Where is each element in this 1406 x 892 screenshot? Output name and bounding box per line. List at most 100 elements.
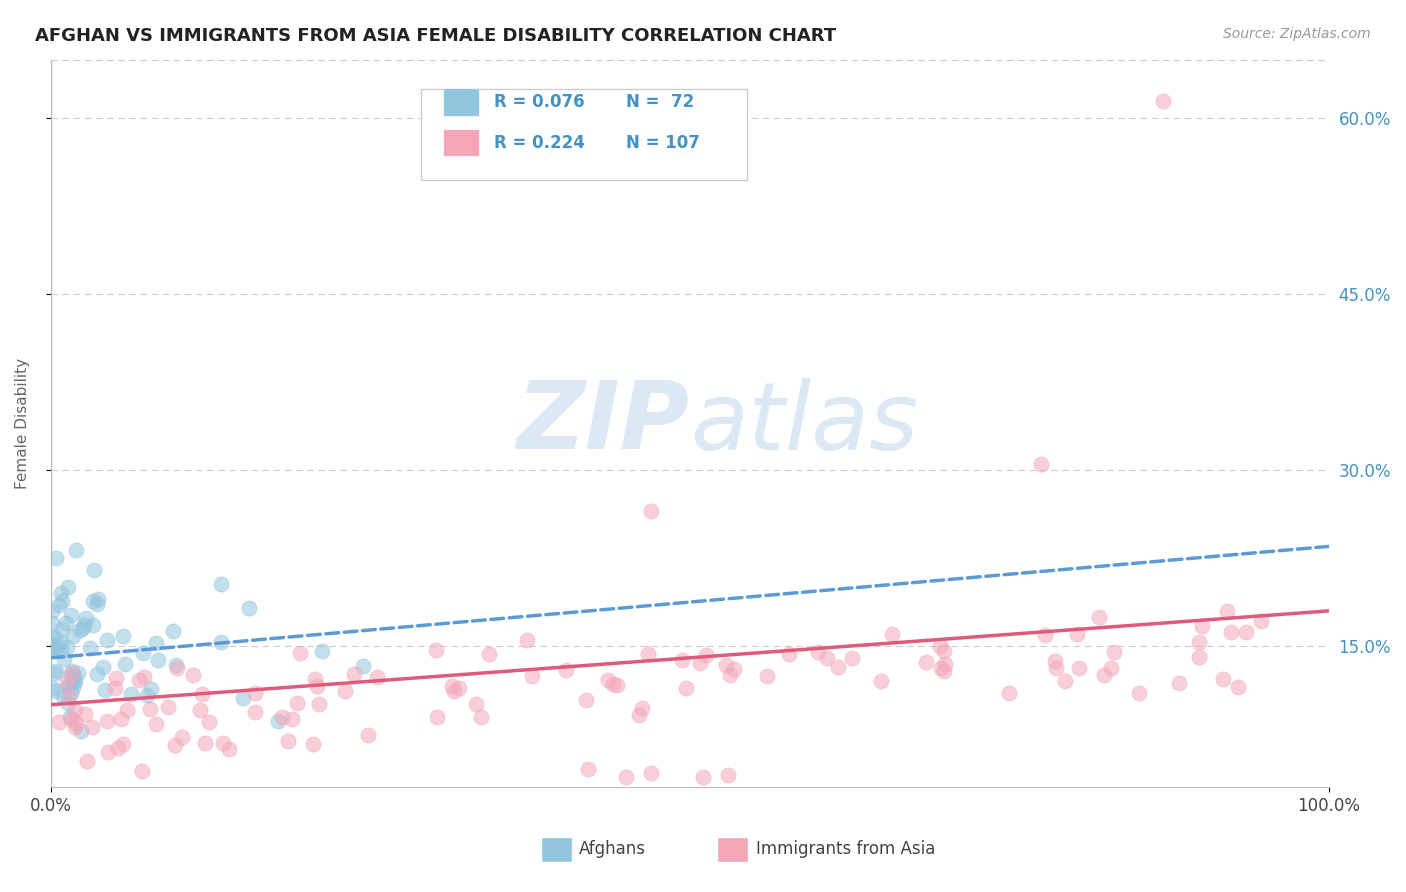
Point [45, 683, 67, 698]
Point [65, 720, 87, 734]
Point [277, 734, 299, 748]
Point [69, 724, 91, 739]
Point [311, 643, 333, 657]
Point [1104, 645, 1126, 659]
Point [470, 709, 492, 723]
Point [45, 551, 67, 566]
Point [1250, 614, 1272, 628]
Point [62, 629, 84, 643]
Point [79, 640, 101, 655]
Point [72, 618, 94, 632]
Point [191, 687, 214, 701]
Point [96, 632, 118, 647]
Point [172, 731, 194, 745]
Point [1226, 680, 1249, 694]
Point [63, 673, 86, 688]
Point [51, 643, 73, 657]
Point [41, 643, 63, 657]
Point [304, 672, 326, 686]
Point [48, 598, 70, 612]
Point [425, 643, 447, 657]
Point [194, 736, 217, 750]
Point [464, 697, 486, 711]
Point [1101, 661, 1123, 675]
Point [880, 626, 903, 640]
Point [232, 691, 254, 706]
Point [602, 677, 624, 691]
Point [41, 681, 63, 695]
Point [110, 712, 132, 726]
Point [426, 710, 449, 724]
Point [333, 684, 356, 698]
Point [1128, 686, 1150, 700]
Point [717, 768, 740, 782]
FancyBboxPatch shape [443, 88, 479, 116]
Text: R = 0.224: R = 0.224 [495, 134, 585, 152]
Point [63, 669, 86, 683]
Point [285, 697, 308, 711]
Point [96, 714, 118, 728]
Point [65, 543, 87, 558]
FancyBboxPatch shape [443, 128, 479, 156]
Point [870, 674, 893, 689]
Point [41, 638, 63, 652]
Point [59, 675, 82, 690]
Point [630, 701, 652, 715]
Point [1220, 624, 1243, 639]
Point [56, 674, 79, 689]
Point [135, 688, 157, 702]
Point [243, 686, 266, 700]
Point [120, 687, 142, 701]
Point [342, 666, 364, 681]
Point [62, 666, 84, 681]
Point [575, 692, 598, 706]
Text: N =  72: N = 72 [626, 93, 695, 111]
Point [308, 697, 330, 711]
Point [447, 681, 470, 696]
Point [63, 702, 86, 716]
Point [934, 643, 956, 657]
Point [45, 664, 67, 678]
Point [157, 699, 180, 714]
Point [145, 717, 167, 731]
Point [75, 610, 97, 624]
Point [58, 710, 80, 724]
Point [305, 679, 328, 693]
Point [60, 664, 83, 678]
Point [82, 617, 104, 632]
Point [778, 647, 800, 661]
Point [714, 657, 737, 672]
Point [520, 669, 543, 683]
Text: ZIP: ZIP [517, 377, 690, 469]
Point [82, 594, 104, 608]
Point [238, 601, 260, 615]
Point [934, 657, 956, 671]
Point [162, 624, 184, 639]
Point [516, 632, 538, 647]
Text: Source: ZipAtlas.com: Source: ZipAtlas.com [1223, 27, 1371, 41]
Point [1094, 668, 1116, 682]
Point [288, 646, 311, 660]
Point [1087, 610, 1109, 624]
Point [163, 739, 186, 753]
Point [188, 703, 211, 717]
Point [51, 594, 73, 608]
Point [576, 762, 599, 776]
Point [695, 648, 717, 663]
Point [478, 648, 501, 662]
Point [689, 656, 711, 670]
Point [131, 764, 153, 779]
Point [86, 666, 108, 681]
Point [1168, 675, 1191, 690]
Point [82, 720, 104, 734]
FancyBboxPatch shape [422, 88, 748, 179]
Point [105, 671, 128, 685]
Text: Immigrants from Asia: Immigrants from Asia [756, 840, 936, 858]
Text: atlas: atlas [690, 377, 918, 468]
Point [352, 659, 374, 673]
Text: Afghans: Afghans [579, 840, 647, 858]
Point [181, 668, 204, 682]
Point [58, 580, 80, 594]
Point [66, 666, 89, 681]
Point [117, 703, 139, 717]
